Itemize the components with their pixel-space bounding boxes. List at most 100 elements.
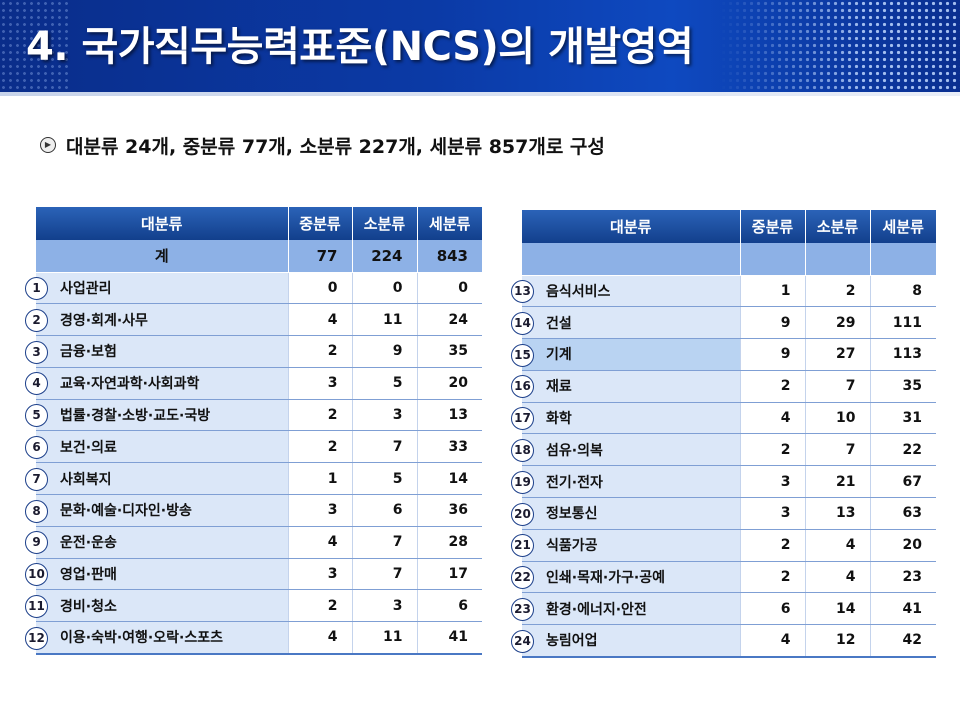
column-header-detail: 세분류 xyxy=(417,207,482,240)
table-row: 섬유·의복 2 7 22 xyxy=(522,433,936,467)
category-name: 문화·예술·디자인·방송 xyxy=(36,494,289,527)
row-number-badge: 2 xyxy=(25,308,48,332)
detail-count: 35 xyxy=(417,335,482,368)
column-header-major: 대분류 xyxy=(36,207,289,240)
row-number-badge: 6 xyxy=(25,435,48,459)
detail-count: 31 xyxy=(870,402,936,435)
column-header-medium: 중분류 xyxy=(288,207,353,240)
row-number-badge: 11 xyxy=(25,594,48,618)
ncs-table-right: 대분류 중분류 소분류 세분류 음식서비스 1 2 8 건설 9 29 111 기계 9 27 113… xyxy=(522,210,936,658)
detail-count: 6 xyxy=(417,589,482,623)
medium-count: 4 xyxy=(740,402,806,435)
row-number-badge: 10 xyxy=(25,562,48,586)
category-name: 보건·의료 xyxy=(36,430,289,464)
small-count: 7 xyxy=(352,526,418,559)
small-count: 7 xyxy=(352,430,418,464)
circle-arrow-icon: ▶ xyxy=(40,137,56,153)
medium-count: 4 xyxy=(740,624,806,658)
ncs-table-left: 대분류 중분류 소분류 세분류 계 77 224 843 사업관리 0 0 0 경영·회… xyxy=(36,207,482,655)
medium-count: 6 xyxy=(740,592,806,626)
row-number-badge: 23 xyxy=(511,597,534,621)
detail-count: 63 xyxy=(870,497,936,530)
table-row: 재료 2 7 35 xyxy=(522,370,936,403)
small-count: 27 xyxy=(805,338,871,371)
total-medium: 77 xyxy=(288,240,353,273)
category-name: 사회복지 xyxy=(36,462,289,496)
detail-count: 24 xyxy=(417,303,482,337)
medium-count: 3 xyxy=(288,367,353,400)
table-row: 건설 9 29 111 xyxy=(522,306,936,340)
table-row: 이용·숙박·여행·오락·스포츠 4 11 41 xyxy=(36,621,482,655)
total-small xyxy=(805,243,871,276)
subtitle-line: ▶ 대분류 24개, 중분류 77개, 소분류 227개, 세분류 857개로 … xyxy=(40,132,605,158)
medium-count: 0 xyxy=(288,272,353,305)
subtitle-text: 대분류 24개, 중분류 77개, 소분류 227개, 세분류 857개로 구성 xyxy=(66,135,605,158)
title-banner: 4. 국가직무능력표준(NCS)의 개발영역 xyxy=(0,0,960,92)
column-header-detail: 세분류 xyxy=(870,210,936,243)
category-name: 사업관리 xyxy=(36,272,289,305)
detail-count: 0 xyxy=(417,272,482,305)
small-count: 21 xyxy=(805,465,871,499)
medium-count: 2 xyxy=(740,529,806,562)
detail-count: 41 xyxy=(870,592,936,626)
small-count: 4 xyxy=(805,529,871,562)
detail-count: 33 xyxy=(417,430,482,464)
table-row: 금융·보험 2 9 35 xyxy=(36,335,482,368)
table-row: 사회복지 1 5 14 xyxy=(36,462,482,496)
medium-count: 2 xyxy=(740,370,806,403)
medium-count: 4 xyxy=(288,526,353,559)
small-count: 6 xyxy=(352,494,418,527)
detail-count: 35 xyxy=(870,370,936,403)
table-header-row: 대분류 중분류 소분류 세분류 xyxy=(522,210,936,243)
small-count: 2 xyxy=(805,275,871,308)
category-name: 경영·회계·사무 xyxy=(36,303,289,337)
small-count: 12 xyxy=(805,624,871,658)
table-row: 경영·회계·사무 4 11 24 xyxy=(36,303,482,337)
small-count: 14 xyxy=(805,592,871,626)
detail-count: 42 xyxy=(870,624,936,658)
medium-count: 3 xyxy=(740,465,806,499)
medium-count: 2 xyxy=(740,561,806,594)
category-name: 섬유·의복 xyxy=(522,433,741,467)
detail-count: 28 xyxy=(417,526,482,559)
category-name: 교육·자연과학·사회과학 xyxy=(36,367,289,400)
table-row: 운전·운송 4 7 28 xyxy=(36,526,482,559)
small-count: 7 xyxy=(805,370,871,403)
row-number-badge: 18 xyxy=(511,438,534,462)
detail-count: 23 xyxy=(870,561,936,594)
row-number-badge: 21 xyxy=(511,533,534,557)
detail-count: 36 xyxy=(417,494,482,527)
medium-count: 2 xyxy=(288,430,353,464)
row-number-badge: 20 xyxy=(511,502,534,526)
small-count: 5 xyxy=(352,367,418,400)
table-row: 정보통신 3 13 63 xyxy=(522,497,936,530)
category-name: 재료 xyxy=(522,370,741,403)
total-detail xyxy=(870,243,936,276)
medium-count: 9 xyxy=(740,338,806,371)
category-name: 농림어업 xyxy=(522,624,741,658)
small-count: 3 xyxy=(352,589,418,623)
row-number-badge: 17 xyxy=(511,406,534,430)
table-row: 문화·예술·디자인·방송 3 6 36 xyxy=(36,494,482,527)
detail-count: 8 xyxy=(870,275,936,308)
category-name: 이용·숙박·여행·오락·스포츠 xyxy=(36,621,289,655)
category-name: 법률·경찰·소방·교도·국방 xyxy=(36,399,289,432)
category-name: 건설 xyxy=(522,306,741,340)
small-count: 13 xyxy=(805,497,871,530)
category-name: 전기·전자 xyxy=(522,465,741,499)
detail-count: 20 xyxy=(870,529,936,562)
small-count: 0 xyxy=(352,272,418,305)
column-header-small: 소분류 xyxy=(805,210,871,243)
small-count: 9 xyxy=(352,335,418,368)
detail-count: 14 xyxy=(417,462,482,496)
medium-count: 2 xyxy=(740,433,806,467)
detail-count: 41 xyxy=(417,621,482,655)
table-row: 법률·경찰·소방·교도·국방 2 3 13 xyxy=(36,399,482,432)
medium-count: 3 xyxy=(288,558,353,591)
dot-pattern-left xyxy=(0,0,70,92)
table-row: 농림어업 4 12 42 xyxy=(522,624,936,658)
table-row: 보건·의료 2 7 33 xyxy=(36,430,482,464)
small-count: 4 xyxy=(805,561,871,594)
row-number-badge: 9 xyxy=(25,530,48,554)
row-number-badge: 4 xyxy=(25,371,48,395)
